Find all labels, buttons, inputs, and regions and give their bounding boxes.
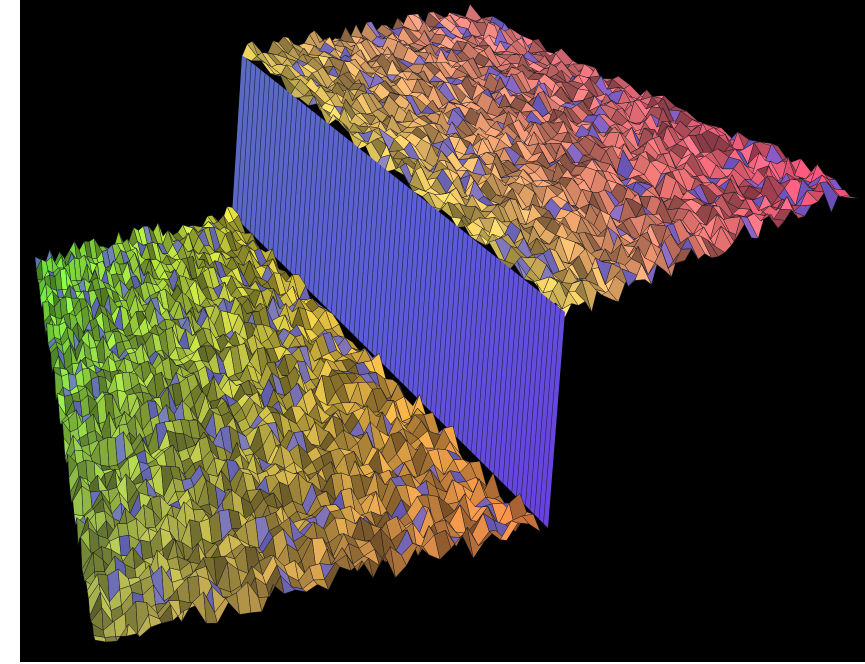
wall-strip <box>466 245 483 448</box>
wall-strip <box>321 128 335 304</box>
facet <box>839 195 859 199</box>
margin <box>0 0 20 664</box>
wall-strip <box>299 110 312 282</box>
wall-strip <box>403 194 418 385</box>
wall-strip <box>489 264 506 470</box>
wall-strip <box>416 205 432 398</box>
wall-strip <box>439 223 455 421</box>
wall-strip <box>326 132 340 309</box>
wall-strip <box>516 286 533 497</box>
wall-strip <box>249 69 261 232</box>
wall-strip <box>267 84 280 250</box>
step-wall <box>232 55 565 528</box>
wall-strip <box>290 102 303 273</box>
wall-strip <box>543 308 561 524</box>
wall-strip <box>340 143 354 322</box>
wall-strip <box>479 256 497 461</box>
wall-strip <box>412 201 427 394</box>
wall-strip <box>272 88 284 255</box>
wall-strip <box>276 91 289 259</box>
wall-strip <box>380 176 395 363</box>
wall-strip <box>344 146 358 327</box>
wall-strip <box>507 278 524 488</box>
wall-strip <box>394 187 409 376</box>
wall-strip <box>245 65 257 228</box>
wall-strip <box>452 234 469 434</box>
wall-strip <box>425 212 441 407</box>
wall-strip <box>493 267 510 475</box>
wall-strip <box>434 220 450 416</box>
wall-strip <box>331 135 344 313</box>
wall-strip <box>502 275 520 484</box>
wall-strip <box>538 304 557 520</box>
wall-strip <box>525 293 543 506</box>
wall-strip <box>317 124 330 300</box>
lower-plateau <box>34 206 541 643</box>
wall-strip <box>470 249 487 452</box>
wall-strip <box>349 150 363 331</box>
wall-strip <box>236 58 247 219</box>
wall-strip <box>407 198 423 389</box>
wall-strip <box>294 106 307 277</box>
wall-strip <box>258 77 270 241</box>
wall-strip <box>511 282 529 493</box>
wall-strip <box>520 289 538 502</box>
wall-strip <box>443 227 460 425</box>
wall-strip <box>240 62 252 223</box>
wall-strip <box>430 216 446 412</box>
wall-strip <box>529 297 547 511</box>
facet <box>104 636 118 643</box>
wall-strip <box>448 231 464 430</box>
wall-face <box>232 55 565 528</box>
wall-strip <box>254 73 266 237</box>
wall-strip <box>398 190 414 380</box>
wall-strip <box>358 157 372 340</box>
wall-strip <box>335 139 349 318</box>
wall-strip <box>308 117 321 291</box>
wall-strip <box>371 168 386 354</box>
wall-strip <box>484 260 501 466</box>
wall-strip <box>312 121 326 295</box>
wall-strip <box>353 154 367 336</box>
wall-strip <box>281 95 294 264</box>
wall-strip <box>457 238 474 439</box>
wall-strip <box>385 179 400 367</box>
upper-plateau <box>241 3 859 318</box>
wall-strip <box>376 172 390 358</box>
wall-strip <box>475 253 492 457</box>
wall-strip <box>362 161 377 345</box>
wall-strip <box>367 165 381 349</box>
facet <box>522 513 541 532</box>
wall-strip <box>263 80 275 246</box>
wall-strip <box>461 242 478 443</box>
wall-strip <box>303 113 317 286</box>
wall-strip <box>498 271 515 479</box>
wall-strip <box>421 209 437 403</box>
wall-strip <box>534 300 552 515</box>
wall-strip <box>285 99 298 268</box>
wall-strip <box>389 183 404 372</box>
